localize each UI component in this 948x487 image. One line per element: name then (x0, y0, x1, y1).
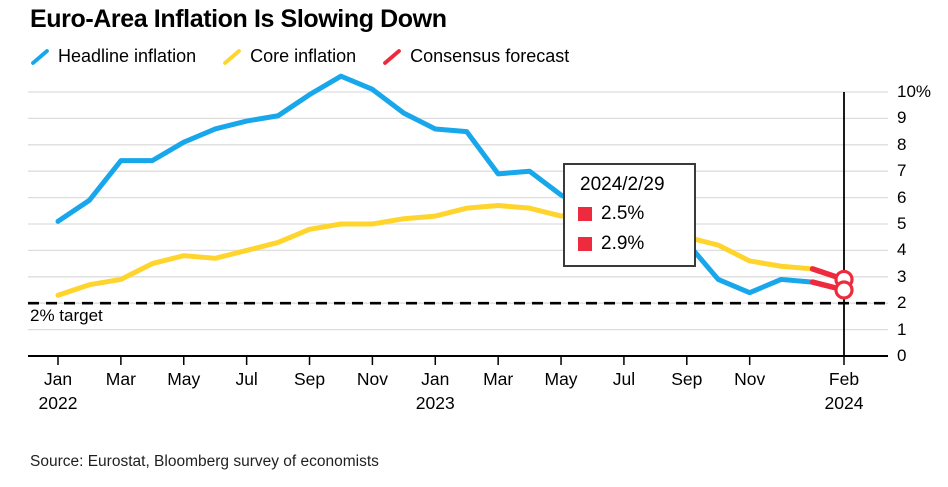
y-axis-label: 5 (897, 214, 907, 233)
chart-title: Euro-Area Inflation Is Slowing Down (30, 5, 447, 33)
x-axis-month-label: Feb (828, 369, 860, 389)
y-axis-label: 1 (897, 319, 907, 339)
y-axis-label: 0 (897, 346, 907, 365)
x-axis-month-label: Sep (671, 369, 703, 389)
legend-item-core: Core inflation (222, 46, 356, 67)
x-axis-month-label: Sep (293, 369, 326, 389)
red-square-icon (578, 237, 592, 251)
x-axis-month-label: Jan (421, 369, 450, 389)
x-axis-month-label: Mar (105, 369, 136, 389)
target-line-label: 2% target (30, 306, 103, 325)
x-axis-month-label: Mar (483, 369, 514, 389)
x-axis-month-label: Nov (734, 369, 766, 389)
tooltip-row-core-forecast: 2.9% (578, 233, 684, 255)
y-axis-label: 7 (897, 161, 907, 181)
chart-legend: Headline inflation Core inflation Consen… (30, 46, 569, 67)
y-axis-label: 4 (897, 240, 907, 260)
y-axis-label: 8 (897, 134, 907, 154)
forecast-line-swatch-icon (383, 48, 402, 65)
y-axis-label: 3 (897, 266, 907, 286)
red-square-icon (578, 207, 592, 221)
core-line-swatch-icon (223, 48, 241, 65)
x-axis-month-label: Jul (235, 369, 258, 389)
x-axis-year-label: 2022 (38, 393, 78, 413)
legend-label-forecast: Consensus forecast (410, 46, 570, 66)
legend-label-core: Core inflation (250, 46, 357, 66)
x-axis-year-label: 2023 (415, 393, 455, 413)
y-axis-label: 2 (897, 293, 907, 313)
tooltip-value-core: 2.9% (601, 233, 645, 254)
y-axis-label: 10% (897, 82, 932, 101)
forecast-tooltip: 2024/2/29 2.5% 2.9% (563, 163, 696, 267)
tooltip-value-headline: 2.5% (601, 203, 645, 224)
legend-label-headline: Headline inflation (58, 46, 197, 66)
tooltip-row-headline-forecast: 2.5% (578, 203, 684, 225)
x-axis-month-label: May (167, 369, 201, 389)
source-attribution: Source: Eurostat, Bloomberg survey of ec… (30, 453, 379, 470)
x-axis-year-label: 2024 (824, 393, 864, 413)
x-axis-month-label: May (544, 369, 578, 389)
x-axis-month-label: Nov (356, 369, 388, 389)
forecast-endpoint-circle (834, 280, 854, 300)
legend-item-headline: Headline inflation (30, 46, 196, 67)
y-axis-label: 6 (897, 187, 907, 207)
x-axis-month-label: Jan (43, 369, 73, 389)
tooltip-date: 2024/2/29 (580, 174, 665, 195)
legend-item-forecast: Consensus forecast (382, 46, 569, 67)
headline-line-swatch-icon (31, 48, 49, 65)
y-axis-label: 9 (897, 108, 907, 128)
x-axis-month-label: Jul (612, 369, 636, 389)
